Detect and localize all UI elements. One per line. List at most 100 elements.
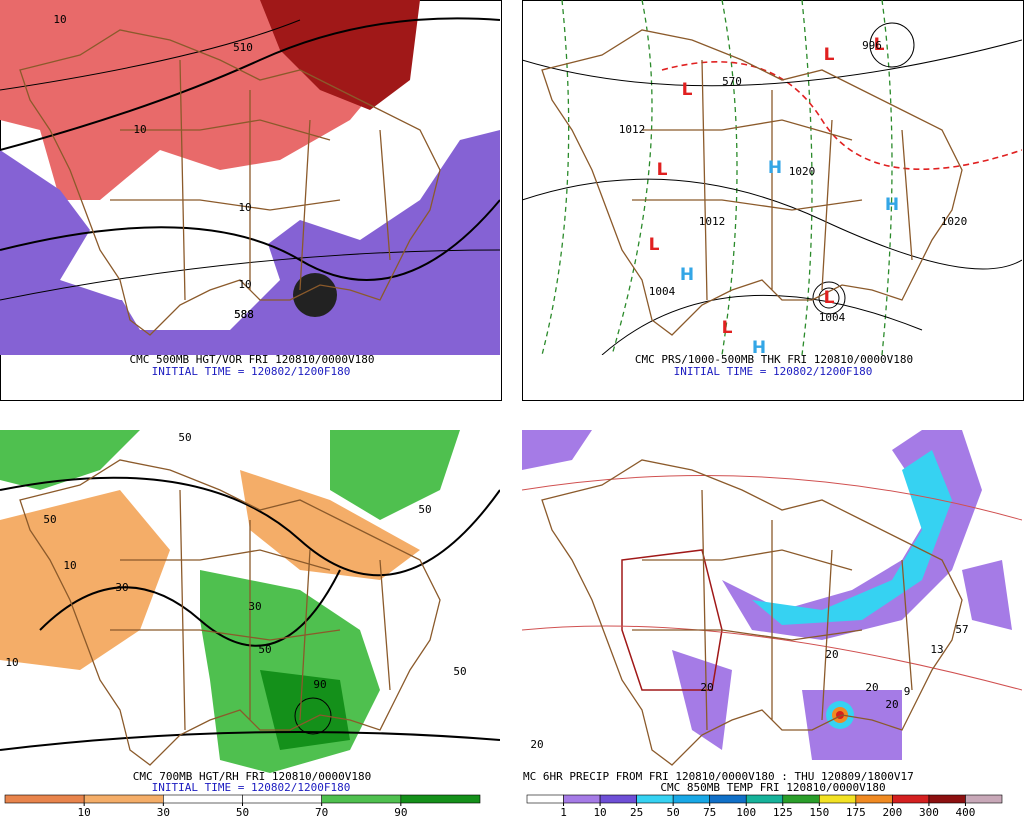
map — [522, 430, 1022, 766]
contour-label: 30 — [115, 581, 128, 594]
contour-label: 1012 — [619, 123, 646, 136]
colorbar-segment — [782, 794, 820, 804]
map — [0, 0, 500, 355]
pressure-center: H — [885, 195, 899, 215]
colorbar-label: 10 — [78, 806, 91, 819]
isobar — [869, 22, 915, 68]
colorbar-label: 100 — [736, 806, 756, 819]
contour-label: 1020 — [789, 165, 816, 178]
contour-label: 510 — [233, 41, 253, 54]
thickness-570 — [661, 61, 1022, 171]
contour-label: 1020 — [941, 215, 968, 228]
colorbar-label: 125 — [773, 806, 793, 819]
colorbar-segment — [242, 794, 322, 804]
colorbar-segment — [599, 794, 637, 804]
colorbar-segment — [928, 794, 966, 804]
caption: CMC PRS/1000-500MB THK FRI 120810/0000V1… — [635, 353, 913, 366]
colorbar-segment — [163, 794, 243, 804]
caption: CMC 700MB HGT/RH FRI 120810/0000V180 — [133, 770, 371, 783]
pressure-center: H — [752, 338, 766, 358]
colorbar-label: 400 — [956, 806, 976, 819]
contour-label: 996 — [862, 39, 882, 52]
dry-area — [0, 490, 170, 670]
contour-label: 20 — [865, 681, 878, 694]
pressure-center: L — [874, 35, 885, 55]
panel-vorticity — [0, 0, 502, 401]
map — [0, 430, 500, 773]
contour — [294, 697, 332, 735]
colorbar-label: 25 — [630, 806, 643, 819]
contour-label: 20 — [700, 681, 713, 694]
initial-time: INITIAL TIME = 120802/1200F180 — [152, 365, 351, 378]
colorbar-label: 175 — [846, 806, 866, 819]
contour-label: 9 — [904, 685, 911, 698]
contour-label: 50 — [418, 503, 431, 516]
contour-label: 13 — [930, 643, 943, 656]
pressure-center: L — [649, 235, 660, 255]
colorbar-segment — [965, 794, 1003, 804]
initial-time: INITIAL TIME = 120802/1200F180 — [152, 781, 351, 794]
precip-light — [522, 430, 982, 640]
colorbar-segment — [672, 794, 710, 804]
colorbar-label: 30 — [157, 806, 170, 819]
temp-contour — [621, 549, 723, 691]
contour-label: 50 — [453, 665, 466, 678]
colorbar-label: 1 — [560, 806, 567, 819]
blank-area — [110, 220, 280, 330]
colorbar-label: 70 — [315, 806, 328, 819]
contour-label: 20 — [825, 648, 838, 661]
pressure-center: H — [768, 158, 782, 178]
colorbar-label: 50 — [667, 806, 680, 819]
contour-label: 57 — [955, 623, 968, 636]
contour-label: 1012 — [699, 215, 726, 228]
contour-label: 10 — [53, 13, 66, 26]
colorbar-label: 90 — [394, 806, 407, 819]
colorbar-label: 75 — [703, 806, 716, 819]
thickness-line — [541, 0, 893, 355]
colorbar-label: 150 — [809, 806, 829, 819]
contour-label: 20 — [885, 698, 898, 711]
panel-text: CMC 700MB HGT/RH FRI 120810/0000V180INIT… — [4, 431, 481, 819]
moist-area — [330, 430, 460, 520]
contour — [0, 199, 500, 281]
contour-label: 10 — [5, 656, 18, 669]
pressure-center: L — [824, 288, 835, 308]
isobar — [522, 39, 1022, 355]
contour-label: 50 — [178, 431, 191, 444]
contour-label: 1004 — [819, 311, 846, 324]
colorbar-segment — [83, 794, 164, 804]
colorbar-segment — [563, 794, 601, 804]
colorbar-label: 10 — [593, 806, 606, 819]
pressure-center: L — [682, 80, 693, 100]
contour-label: 10 — [238, 201, 251, 214]
panel-text: CMC 500MB HGT/VOR FRI 120810/0000V180INI… — [53, 13, 374, 378]
isobar — [812, 281, 846, 315]
colorbar-segment — [321, 794, 402, 804]
isobar — [818, 287, 840, 309]
pressure-center: L — [657, 160, 668, 180]
map — [522, 0, 1022, 355]
colorbar-label: 50 — [236, 806, 249, 819]
vortex — [293, 273, 337, 317]
moist-area — [0, 430, 140, 490]
panel-pressure — [522, 0, 1024, 401]
panel-humidity — [0, 430, 500, 773]
colorbar-segment — [400, 794, 481, 804]
colorbar-segment — [4, 794, 85, 804]
initial-time: CMC 850MB TEMP FRI 120810/0000V180 — [660, 781, 885, 794]
pressure-center: L — [824, 45, 835, 65]
panel-precip — [522, 430, 1024, 773]
contour-label: 570 — [722, 75, 742, 88]
contour-label: 50 — [43, 513, 56, 526]
colorbar-label: 300 — [919, 806, 939, 819]
colorbar-label: 200 — [882, 806, 902, 819]
contour-label: 1004 — [649, 285, 676, 298]
colorbar-segment — [526, 794, 564, 804]
pressure-center: L — [722, 318, 733, 338]
caption: CMC 500MB HGT/VOR FRI 120810/0000V180 — [129, 353, 374, 366]
colorbar-segment — [636, 794, 674, 804]
temp-contour — [522, 474, 1022, 691]
colorbar-segment — [745, 794, 784, 804]
initial-time: INITIAL TIME = 120802/1200F180 — [674, 365, 873, 378]
